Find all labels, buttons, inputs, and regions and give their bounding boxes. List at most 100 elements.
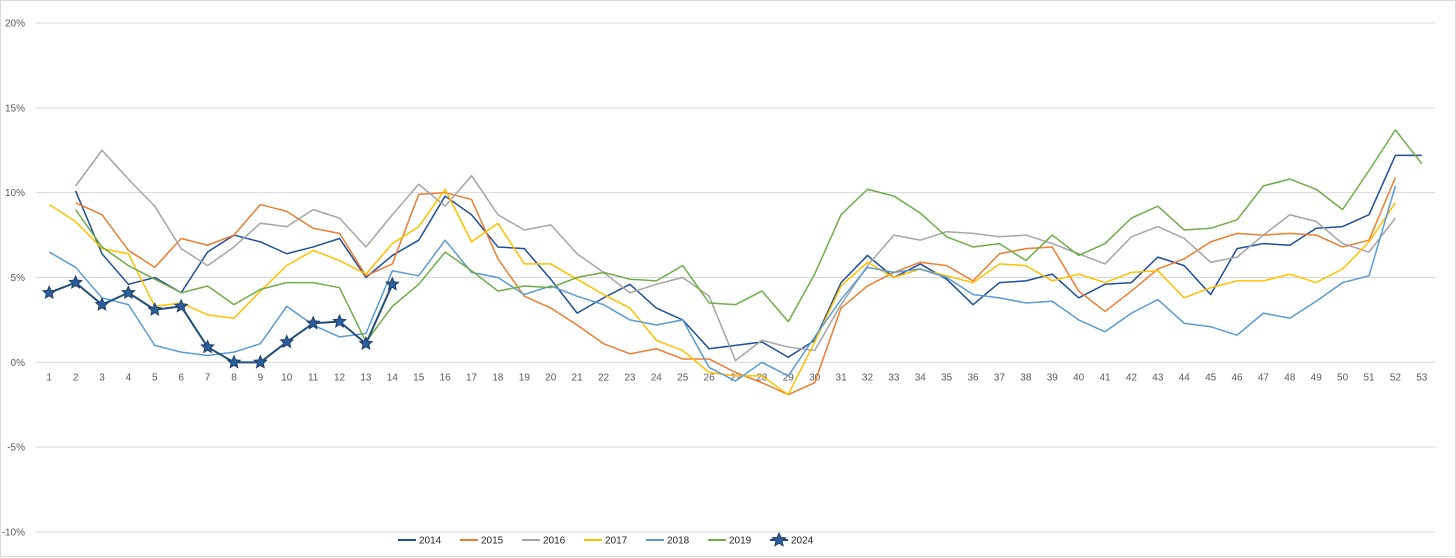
x-tick-label: 10 <box>281 372 293 383</box>
x-tick-label: 47 <box>1258 372 1270 383</box>
x-tick-label: 53 <box>1416 372 1428 383</box>
x-tick-label: 19 <box>519 372 531 383</box>
data-point-2024 <box>226 354 242 369</box>
x-tick-label: 48 <box>1284 372 1296 383</box>
series-lines <box>41 129 1423 396</box>
legend-item-2014: 2014 <box>398 536 442 547</box>
legend-item-2018: 2018 <box>646 536 690 547</box>
x-tick-label: 52 <box>1390 372 1402 383</box>
y-tick-label: 15% <box>5 103 25 114</box>
data-point-2024 <box>384 276 400 291</box>
data-point-2024 <box>358 335 374 350</box>
x-tick-label: 20 <box>545 372 557 383</box>
data-point-2024 <box>94 296 110 311</box>
data-point-2024 <box>68 274 83 289</box>
x-tick-label: 41 <box>1099 372 1111 383</box>
gridlines <box>36 22 1435 533</box>
y-tick-label: 5% <box>11 273 26 284</box>
y-axis-ticks: -10% -5% 0% 5% 10% 15% 20% <box>2 19 25 539</box>
x-tick-label: 44 <box>1179 372 1191 383</box>
x-tick-label: 25 <box>677 372 689 383</box>
x-tick-label: 31 <box>836 372 848 383</box>
x-tick-label: 35 <box>941 372 953 383</box>
x-tick-label: 5 <box>152 372 158 383</box>
x-tick-label: 36 <box>968 372 980 383</box>
x-tick-label: 37 <box>994 372 1006 383</box>
x-tick-label: 21 <box>572 372 584 383</box>
y-tick-label: 20% <box>5 19 25 30</box>
x-tick-label: 17 <box>466 372 478 383</box>
x-tick-label: 43 <box>1152 372 1164 383</box>
x-tick-label: 11 <box>308 372 319 383</box>
x-tick-label: 39 <box>1047 372 1059 383</box>
x-tick-label: 22 <box>598 372 610 383</box>
legend-label: 2015 <box>481 536 504 547</box>
legend-marker <box>771 531 787 547</box>
x-tick-label: 12 <box>334 372 346 383</box>
data-point-2024 <box>200 339 215 354</box>
legend-label: 2018 <box>667 536 690 547</box>
x-tick-label: 38 <box>1020 372 1032 383</box>
data-point-2024 <box>173 298 189 313</box>
legend-label: 2017 <box>605 536 628 547</box>
series-line-2015 <box>75 177 1397 396</box>
legend-item-2015: 2015 <box>460 536 504 547</box>
x-tick-label: 46 <box>1231 372 1243 383</box>
data-point-2024 <box>332 313 347 328</box>
data-point-2024 <box>252 354 268 369</box>
legend-item-2016: 2016 <box>522 536 566 547</box>
legend-item-2017: 2017 <box>584 536 628 547</box>
x-tick-label: 7 <box>205 372 211 383</box>
x-tick-label: 27 <box>730 372 742 383</box>
x-tick-label: 15 <box>413 372 425 383</box>
x-tick-label: 32 <box>862 372 874 383</box>
x-tick-label: 18 <box>492 372 504 383</box>
x-tick-label: 26 <box>704 372 716 383</box>
x-tick-label: 51 <box>1363 372 1375 383</box>
x-tick-label: 8 <box>231 372 237 383</box>
x-tick-label: 2 <box>73 372 79 383</box>
legend-label: 2014 <box>419 536 442 547</box>
data-point-2024 <box>121 285 136 300</box>
x-tick-label: 16 <box>440 372 452 383</box>
data-point-2024 <box>147 301 163 317</box>
legend-label: 2024 <box>791 536 814 547</box>
legend-label: 2016 <box>543 536 566 547</box>
x-tick-label: 42 <box>1126 372 1138 383</box>
legend: 2014 2015 2016 2017 2018 2019 2024 <box>398 531 814 547</box>
x-tick-label: 23 <box>624 372 636 383</box>
x-tick-label: 13 <box>360 372 372 383</box>
y-tick-label: -5% <box>7 443 25 454</box>
x-tick-label: 50 <box>1337 372 1349 383</box>
x-tick-label: 30 <box>809 372 821 383</box>
x-tick-label: 40 <box>1073 372 1085 383</box>
legend-item-2024: 2024 <box>770 531 814 547</box>
x-axis: 1 2 3 4 5 6 7 8 9 10 11 12 13 14 15 16 17 18 19 20 21 22 23 24 2… <box>46 372 1427 383</box>
x-tick-label: 3 <box>99 372 105 383</box>
legend-label: 2019 <box>729 536 752 547</box>
legend-item-2019: 2019 <box>708 536 752 547</box>
x-tick-label: 28 <box>756 372 768 383</box>
x-tick-label: 24 <box>651 372 663 383</box>
x-tick-label: 1 <box>46 372 52 383</box>
x-tick-label: 14 <box>387 372 399 383</box>
x-tick-label: 6 <box>178 372 184 383</box>
series-line-2017 <box>48 188 1397 396</box>
x-tick-label: 49 <box>1311 372 1323 383</box>
x-tick-label: 34 <box>915 372 927 383</box>
x-tick-label: 4 <box>126 372 132 383</box>
y-tick-label: 0% <box>11 358 26 369</box>
data-point-2024 <box>305 315 321 330</box>
series-line-2016 <box>74 149 1397 362</box>
data-point-2024 <box>279 334 295 349</box>
series-line-2019 <box>74 129 1423 343</box>
x-tick-label: 9 <box>258 372 264 383</box>
data-point-2024 <box>41 285 57 300</box>
series-line-2018 <box>48 185 1397 382</box>
x-tick-label: 29 <box>783 372 795 383</box>
y-tick-label: -10% <box>2 528 25 539</box>
x-tick-label: 45 <box>1205 372 1217 383</box>
x-tick-label: 33 <box>888 372 900 383</box>
y-tick-label: 10% <box>5 188 25 199</box>
